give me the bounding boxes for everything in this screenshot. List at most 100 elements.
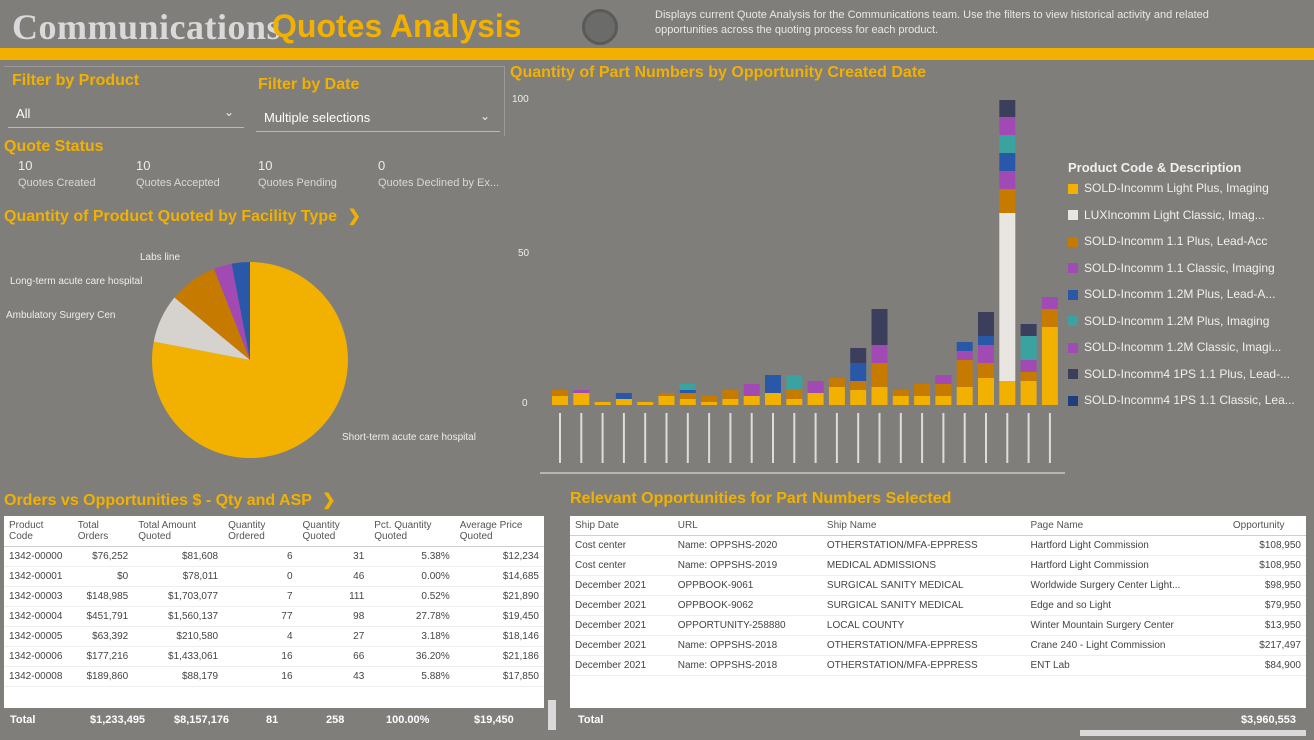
bar-segment[interactable]	[978, 363, 994, 378]
bar-segment[interactable]	[850, 348, 867, 363]
pie-slice[interactable]	[213, 263, 250, 360]
column-header[interactable]: Total Amount Quoted	[133, 516, 224, 547]
date-filter-dropdown[interactable]: Multiple selections ⌄	[256, 104, 500, 132]
column-header[interactable]: URL	[672, 516, 822, 536]
bar-segment[interactable]	[914, 396, 931, 405]
bar-segment[interactable]	[892, 396, 909, 405]
bar-segment[interactable]	[1020, 336, 1037, 360]
opportunities-table-scrollbar[interactable]	[1080, 730, 1306, 736]
legend-item[interactable]: SOLD-Incomm 1.2M Plus, Lead-A...	[1068, 287, 1275, 301]
column-header[interactable]: Ship Date	[570, 516, 673, 536]
bar-segment[interactable]	[871, 363, 888, 387]
bar-segment[interactable]	[1041, 297, 1058, 309]
bar-segment[interactable]	[1041, 309, 1058, 327]
bar-segment[interactable]	[552, 396, 568, 405]
bar-segment[interactable]	[1020, 372, 1037, 381]
legend-item[interactable]: SOLD-Incomm 1.1 Classic, Imaging	[1068, 261, 1275, 275]
bar-segment[interactable]	[935, 396, 952, 405]
table-row[interactable]: December 2021 Name: OPPSHS-2018 OTHERSTATI…	[570, 635, 1306, 656]
table-row[interactable]: 1342-00005 $63,392 $210,580 4 27 3.18% $18,146	[4, 626, 544, 647]
bar-segment[interactable]	[1020, 360, 1037, 372]
column-header[interactable]: Product Code	[4, 516, 73, 547]
bar-segment[interactable]	[765, 375, 781, 393]
bar-segment[interactable]	[999, 189, 1016, 213]
bar-segment[interactable]	[978, 336, 994, 345]
bar-segment[interactable]	[978, 345, 994, 363]
bar-segment[interactable]	[850, 363, 867, 381]
column-header[interactable]: Page Name	[1025, 516, 1228, 536]
legend-item[interactable]: SOLD-Incomm Light Plus, Imaging	[1068, 181, 1269, 195]
bar-segment[interactable]	[594, 402, 611, 405]
bar-segment[interactable]	[573, 393, 590, 405]
bar-segment[interactable]	[978, 378, 994, 405]
bar-segment[interactable]	[658, 396, 675, 405]
bar-segment[interactable]	[722, 399, 739, 405]
bar-segment[interactable]	[615, 393, 632, 399]
legend-item[interactable]: LUXIncomm Light Classic, Imag...	[1068, 208, 1265, 222]
bar-segment[interactable]	[999, 117, 1016, 135]
chevron-down-icon[interactable]: ⌄	[223, 105, 234, 119]
bar-segment[interactable]	[956, 387, 973, 405]
bar-segment[interactable]	[956, 342, 973, 351]
bar-segment[interactable]	[850, 390, 867, 405]
bar-segment[interactable]	[786, 399, 803, 405]
bar-segment[interactable]	[935, 375, 952, 384]
x-axis-scrollbar[interactable]	[540, 472, 1065, 474]
column-header[interactable]: Quantity Ordered	[223, 516, 298, 547]
bar-segment[interactable]	[850, 381, 867, 390]
pie-slice[interactable]	[153, 297, 250, 360]
table-row[interactable]: December 2021 OPPBOOK-9061 SURGICAL SANITY…	[570, 575, 1306, 596]
bar-segment[interactable]	[871, 345, 888, 363]
orders-table-scrollbar[interactable]	[548, 700, 556, 730]
bar-segment[interactable]	[743, 396, 760, 405]
bar-segment[interactable]	[935, 384, 952, 396]
column-header[interactable]: Opportunity	[1227, 516, 1306, 536]
bar-segment[interactable]	[786, 375, 803, 390]
bar-segment[interactable]	[552, 390, 568, 396]
legend-item[interactable]: SOLD-Incomm 1.2M Classic, Imagi...	[1068, 340, 1281, 354]
bar-segment[interactable]	[871, 309, 888, 345]
table-row[interactable]: Cost center Name: OPPSHS-2020 OTHERSTATION…	[570, 535, 1306, 556]
bar-segment[interactable]	[701, 396, 718, 402]
bar-segment[interactable]	[828, 387, 845, 405]
column-header[interactable]: Total Orders	[72, 516, 134, 547]
bar-segment[interactable]	[1020, 324, 1037, 336]
bar-segment[interactable]	[765, 393, 781, 405]
bar-segment[interactable]	[615, 399, 632, 405]
bar-segment[interactable]	[999, 171, 1016, 189]
bar-segment[interactable]	[573, 390, 590, 393]
chevron-right-icon[interactable]: ❯	[322, 492, 336, 509]
bar-segment[interactable]	[956, 360, 973, 387]
column-header[interactable]: Quantity Quoted	[297, 516, 370, 547]
bar-segment[interactable]	[999, 213, 1016, 381]
bar-segment[interactable]	[999, 153, 1016, 171]
table-row[interactable]: 1342-00006 $177,216 $1,433,061 16 66 36.20% $2…	[4, 646, 544, 667]
table-row[interactable]: December 2021 OPPBOOK-9062 SURGICAL SANITY…	[570, 595, 1306, 616]
table-row[interactable]: December 2021 Name: OPPSHS-2018 OTHERSTATI…	[570, 655, 1306, 676]
bar-segment[interactable]	[679, 399, 696, 405]
pie-slice[interactable]	[231, 262, 250, 360]
bar-segment[interactable]	[679, 390, 696, 393]
bar-segment[interactable]	[679, 384, 696, 390]
bar-segment[interactable]	[701, 402, 718, 405]
bar-segment[interactable]	[999, 100, 1016, 117]
bar-segment[interactable]	[807, 381, 824, 393]
bar-segment[interactable]	[828, 378, 845, 387]
bar-segment[interactable]	[978, 312, 994, 336]
bar-segment[interactable]	[999, 381, 1016, 405]
table-row[interactable]: December 2021 OPPORTUNITY-258880 LOCAL COU…	[570, 615, 1306, 636]
bar-segment[interactable]	[743, 384, 760, 396]
product-filter-dropdown[interactable]: All ⌄	[8, 100, 244, 128]
table-row[interactable]: 1342-00008 $189,860 $88,179 16 43 5.88% $17,85…	[4, 666, 544, 687]
bar-segment[interactable]	[679, 393, 696, 399]
chevron-right-icon[interactable]: ❯	[347, 208, 361, 225]
bar-segment[interactable]	[658, 393, 675, 396]
bar-segment[interactable]	[1041, 327, 1058, 405]
bar-segment[interactable]	[871, 387, 888, 405]
pie-slice[interactable]	[174, 268, 250, 360]
bar-segment[interactable]	[956, 351, 973, 360]
bar-segment[interactable]	[892, 390, 909, 396]
bar-segment[interactable]	[914, 384, 931, 396]
bar-segment[interactable]	[807, 393, 824, 405]
table-row[interactable]: 1342-00003 $148,985 $1,703,077 7 111 0.52% $21…	[4, 586, 544, 607]
